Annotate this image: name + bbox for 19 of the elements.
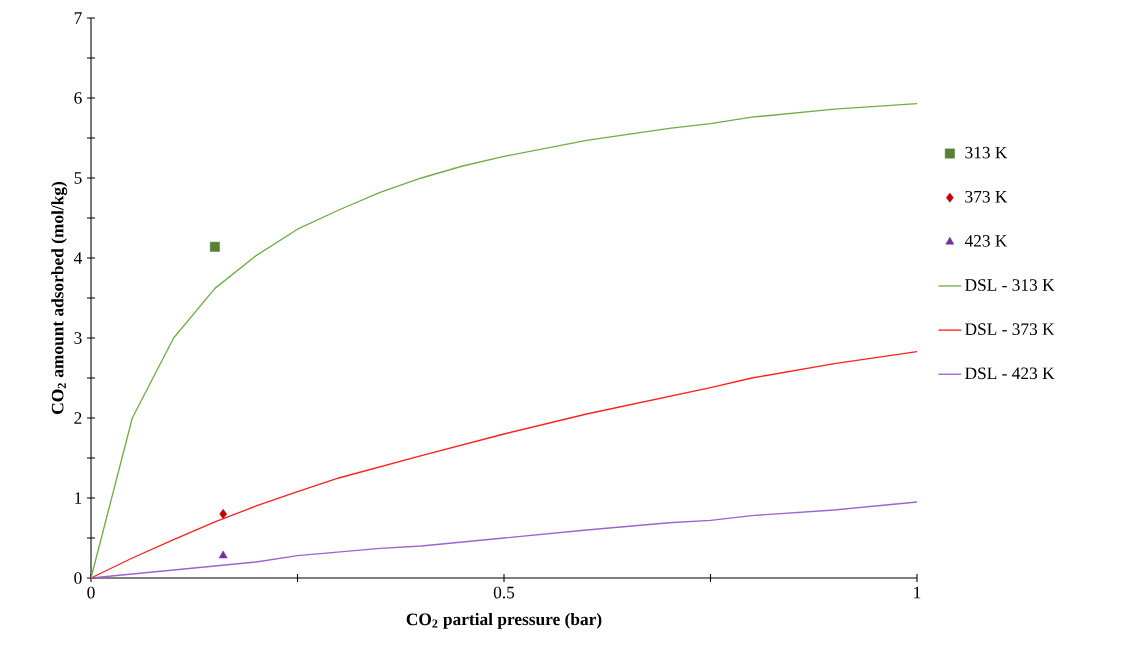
y-tick-label: 2 [74,412,82,424]
legend-label: 423 K [964,235,1008,247]
y-tick-label: 5 [74,172,82,184]
legend-label: 313 K [965,146,1008,159]
x-tick-label: 0.5 [493,586,515,599]
y-tick-label: 1 [75,492,82,504]
legend-label: 373 K [965,190,1008,203]
y-tick-label: 4 [73,252,83,264]
legend-label: DSL - 373 K [965,323,1055,336]
x-tick-label: 0 [87,586,95,599]
y-axis-title: CO$_{2}$ amount adsorbed (mol/kg) [51,181,68,414]
legend-label: DSL - 313 K [965,279,1055,291]
legend-label: DSL - 423 K [965,367,1055,380]
y-tick-label: 6 [74,92,82,104]
y-tick-label: 7 [74,12,82,24]
x-tick-label: 1 [914,586,921,599]
x-axis-title: CO$_{2}$ partial pressure (bar) [406,612,602,629]
y-tick-label: 0 [74,572,82,584]
y-tick-label: 3 [74,332,82,344]
